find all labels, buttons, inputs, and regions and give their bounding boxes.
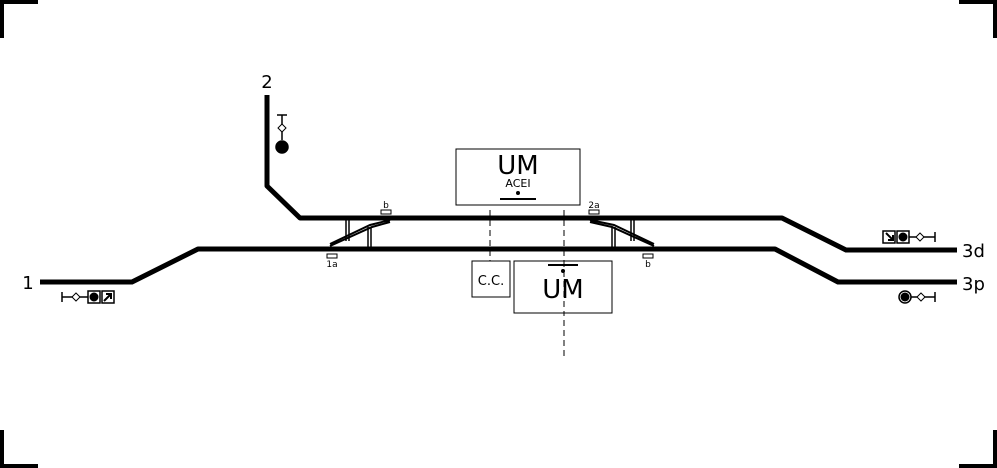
corner-top-left (0, 0, 38, 38)
building-um-acei-box (455, 148, 581, 206)
crossover-right-post-b (630, 220, 635, 241)
track-label-3d: 3d (962, 241, 985, 262)
crossover-left-post-a (345, 220, 350, 241)
signal-line-3d-diamond (915, 232, 925, 242)
track-line-2-main (264, 95, 957, 253)
building-um-acei-dot (516, 191, 520, 195)
building-um-acei: UM ACEI (455, 148, 581, 206)
signal-line-1-lamp (89, 292, 99, 302)
crossover-right-post-a (611, 227, 616, 248)
signal-line-2-lamp (276, 141, 288, 153)
signal-line-2-lamp-ring (275, 140, 289, 154)
signal-line-2-diamond (277, 123, 287, 133)
track-label-1: 1 (22, 273, 33, 294)
signal-line-3d (882, 230, 936, 244)
signal-line-3d-lamp (898, 232, 908, 242)
signal-line-3p-lamp (900, 292, 910, 302)
tracks (40, 95, 957, 285)
signal-line-3p-diamond (916, 292, 926, 302)
switch-marker-2a (588, 209, 600, 215)
building-um-acei-subtitle: ACEI (505, 177, 530, 190)
switch-label-b-right: b (645, 260, 651, 270)
track-label-2: 2 (261, 72, 272, 93)
switch-label-b-left: b (383, 201, 389, 211)
switch-marker-b-left (380, 209, 392, 215)
building-um-bottom: UM (513, 260, 613, 314)
building-cc: C.C. (471, 260, 511, 298)
switch-label-2a: 2a (588, 201, 599, 211)
crossover-right-diagonal (589, 219, 655, 247)
corner-bottom-left (0, 430, 38, 468)
signal-line-1-diamond (71, 292, 81, 302)
switch-markers (326, 209, 654, 259)
building-um-bottom-title: UM (542, 275, 583, 305)
signal-line-1-arrow-icon (103, 293, 112, 302)
switch-marker-1a (326, 253, 338, 259)
track-label-3p: 3p (962, 274, 985, 295)
crossover-right (589, 219, 655, 248)
building-um-acei-title: UM (497, 151, 538, 181)
crossover-left-diagonal (329, 219, 391, 247)
crossover-left-post-b (367, 227, 372, 248)
switch-label-1a: 1a (326, 260, 337, 270)
signal-line-1 (61, 290, 115, 304)
corner-bottom-right (959, 430, 997, 468)
signal-line-2 (275, 114, 289, 154)
switch-marker-b-right (642, 253, 654, 259)
corner-top-right (959, 0, 997, 38)
track-line-1-main (40, 246, 957, 285)
building-cc-label: C.C. (478, 274, 504, 289)
crossover-left (329, 219, 391, 248)
signal-line-3p (898, 290, 936, 304)
building-cc-box (471, 260, 511, 298)
signal-line-3d-arrow-icon (885, 232, 894, 241)
